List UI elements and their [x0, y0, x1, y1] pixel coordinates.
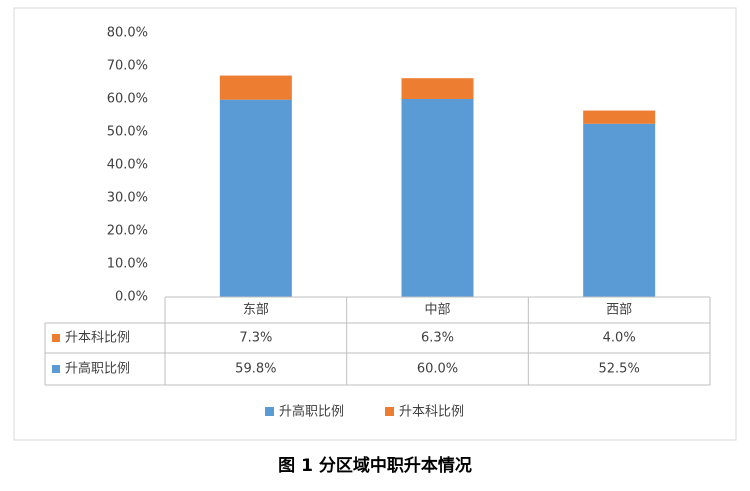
bar-segment: [219, 99, 292, 297]
bar-segment: [401, 99, 474, 297]
legend-label: 升本科比例: [399, 405, 464, 420]
x-tick-label: 西部: [606, 303, 632, 318]
table-cell: 6.3%: [421, 331, 454, 346]
legend-key: [385, 407, 394, 416]
x-tick-label: 东部: [243, 303, 269, 318]
y-tick-label: 0.0%: [115, 290, 148, 305]
y-tick-label: 70.0%: [107, 59, 148, 74]
y-tick-label: 10.0%: [107, 257, 148, 272]
y-tick-label: 20.0%: [107, 224, 148, 239]
table-legend-key: [52, 365, 60, 373]
y-tick-label: 30.0%: [107, 191, 148, 206]
bar-segment: [401, 78, 474, 99]
table-cell: 59.8%: [235, 362, 276, 377]
table-cell: 52.5%: [599, 362, 640, 377]
chart-frame: [13, 7, 737, 441]
legend-label: 升高职比例: [279, 404, 344, 420]
bar-segment: [583, 123, 656, 297]
x-tick-label: 中部: [424, 303, 450, 318]
table-cell: 7.3%: [239, 331, 272, 346]
y-tick-label: 50.0%: [107, 125, 148, 140]
legend-key: [265, 407, 274, 416]
table-row-label: 升高职比例: [65, 361, 130, 377]
table-legend-key: [52, 334, 60, 342]
table-cell: 4.0%: [603, 331, 636, 346]
bar-segment: [583, 110, 656, 124]
y-tick-label: 80.0%: [107, 26, 148, 41]
table-cell: 60.0%: [417, 362, 458, 377]
y-tick-label: 40.0%: [107, 158, 148, 173]
bar-segment: [219, 75, 292, 100]
chart-title: 图 1 分区域中职升本情况: [278, 455, 472, 476]
y-tick-label: 60.0%: [107, 92, 148, 107]
table-row-label: 升本科比例: [65, 331, 130, 346]
